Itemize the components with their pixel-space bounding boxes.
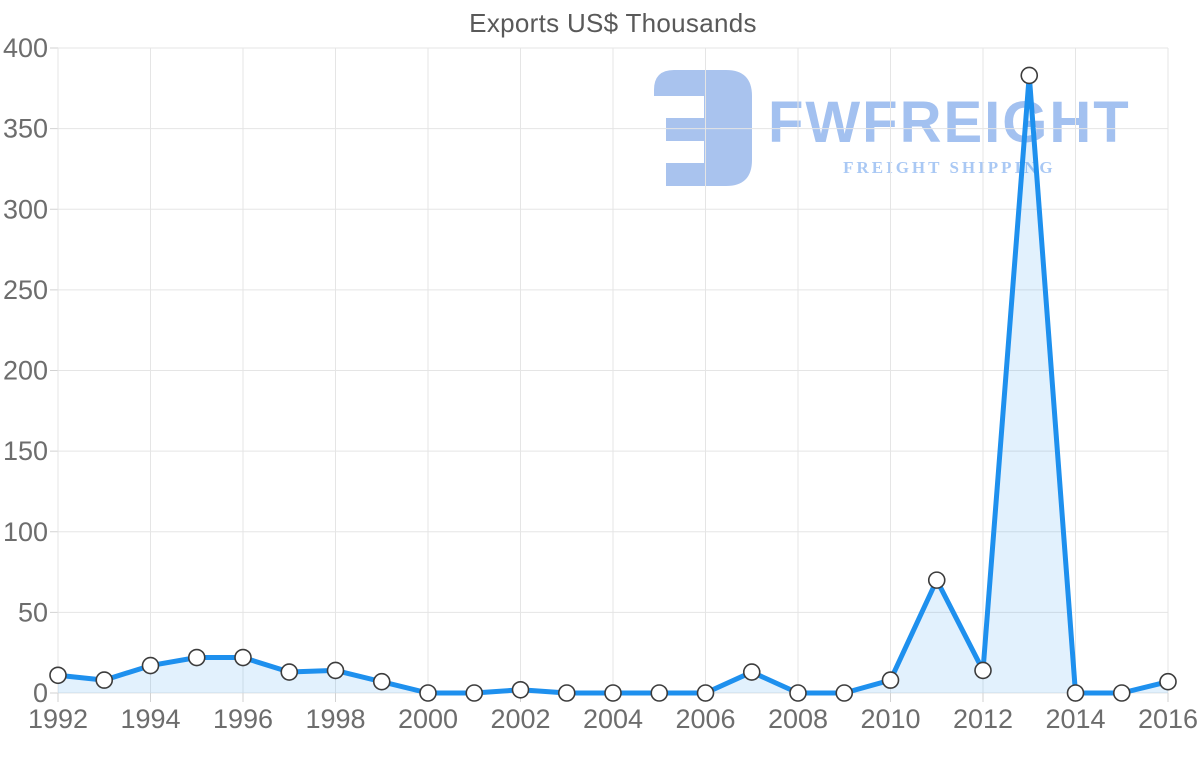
- watermark-text: FWFREIGHT FREIGHT SHIPPING: [768, 92, 1131, 178]
- data-point-1996[interactable]: [234, 648, 252, 667]
- chart-title: Exports US$ Thousands: [469, 8, 757, 38]
- fwfreight-logo-icon: [654, 70, 752, 186]
- x-axis-label-2002: 2002: [490, 704, 550, 734]
- y-axis-label-350: 350: [3, 114, 48, 144]
- data-point-2000[interactable]: [419, 684, 437, 702]
- data-point-2014[interactable]: [1066, 684, 1085, 702]
- data-point-2015[interactable]: [1112, 684, 1131, 702]
- x-axis-label-2000: 2000: [398, 704, 458, 734]
- watermark-tagline: FREIGHT SHIPPING: [843, 158, 1056, 177]
- x-axis-label-2004: 2004: [583, 704, 643, 734]
- watermark-brand: FWFREIGHT: [768, 90, 1131, 155]
- y-axis-label-50: 50: [18, 597, 48, 627]
- data-point-2007[interactable]: [742, 663, 761, 681]
- series-area-fill: [58, 75, 1168, 694]
- data-point-2010[interactable]: [881, 671, 900, 689]
- data-point-1998[interactable]: [326, 661, 345, 680]
- data-point-2002[interactable]: [511, 680, 530, 699]
- data-point-2005[interactable]: [650, 684, 669, 702]
- x-axis-label-2010: 2010: [860, 704, 920, 734]
- x-axis-label-1998: 1998: [305, 704, 365, 734]
- data-point-2012[interactable]: [974, 661, 992, 680]
- data-point-2001[interactable]: [465, 684, 484, 702]
- data-point-1994[interactable]: [141, 656, 160, 675]
- x-axis-label-1994: 1994: [120, 704, 180, 734]
- y-axis-label-0: 0: [33, 678, 48, 708]
- y-axis-label-250: 250: [3, 275, 48, 305]
- data-point-2009[interactable]: [835, 684, 854, 702]
- x-axis-label-2016: 2016: [1138, 704, 1198, 734]
- y-axis-label-400: 400: [3, 33, 48, 63]
- x-axis-label-2014: 2014: [1045, 704, 1105, 734]
- data-point-2013[interactable]: [1020, 66, 1039, 85]
- data-point-2004[interactable]: [604, 684, 622, 702]
- y-axis-label-150: 150: [3, 436, 48, 466]
- y-axis-label-300: 300: [3, 194, 48, 224]
- data-point-2008[interactable]: [789, 684, 807, 702]
- data-point-1997[interactable]: [280, 663, 299, 681]
- x-axis-label-2006: 2006: [675, 704, 735, 734]
- data-point-1995[interactable]: [187, 648, 206, 667]
- data-point-1992[interactable]: [49, 666, 67, 685]
- data-point-2016[interactable]: [1159, 672, 1177, 691]
- x-axis-label-2012: 2012: [953, 704, 1013, 734]
- data-point-1999[interactable]: [372, 672, 391, 691]
- data-point-2006[interactable]: [696, 684, 715, 702]
- watermark: FWFREIGHT FREIGHT SHIPPING: [652, 70, 1131, 186]
- x-axis-label-2008: 2008: [768, 704, 828, 734]
- x-axis-label-1996: 1996: [213, 704, 273, 734]
- y-axis-label-200: 200: [3, 356, 48, 386]
- data-point-1993[interactable]: [95, 671, 114, 689]
- data-point-2011[interactable]: [927, 571, 946, 589]
- y-axis-label-100: 100: [3, 517, 48, 547]
- x-axis-label-1992: 1992: [28, 704, 88, 734]
- data-point-2003[interactable]: [557, 684, 576, 702]
